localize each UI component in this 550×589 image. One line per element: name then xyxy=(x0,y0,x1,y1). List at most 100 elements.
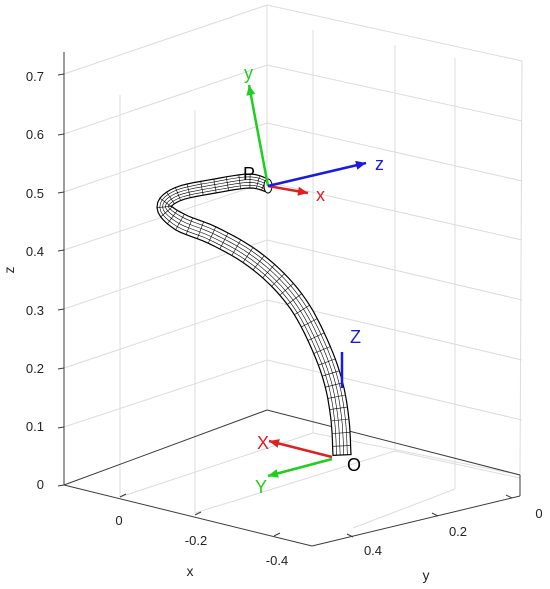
grid-line xyxy=(266,4,523,62)
z-tick-mark xyxy=(57,308,65,311)
tube-ring xyxy=(322,370,340,377)
tube-ring xyxy=(156,206,172,208)
z-tick-label: 0.5 xyxy=(26,186,44,201)
tip-y-arrow xyxy=(247,84,270,187)
tf-x-head xyxy=(297,186,308,196)
tube-ring xyxy=(252,255,265,271)
tube-mesh-line xyxy=(159,176,337,456)
tip-y-label: y xyxy=(244,63,253,83)
tube-ring xyxy=(231,239,242,256)
world-z-label: Z xyxy=(350,327,361,347)
tube-ring xyxy=(294,304,310,316)
x-tick-mark xyxy=(273,532,281,537)
tube-ring xyxy=(325,382,343,388)
grid-line xyxy=(63,122,268,193)
world-y-label: Y xyxy=(255,477,267,497)
tube-mesh-line xyxy=(165,182,345,455)
z-tick-mark xyxy=(57,426,65,429)
world-x-label: X xyxy=(257,433,269,453)
tube-ring xyxy=(159,197,172,207)
tf-z-head xyxy=(355,160,366,170)
tube-ring xyxy=(331,418,349,422)
axes-box xyxy=(57,52,521,547)
y-axis-label: y xyxy=(423,567,430,583)
axes-edge xyxy=(63,409,268,486)
x-tick-label: -0.4 xyxy=(266,553,288,568)
tube-ring xyxy=(185,217,193,235)
z-tick-mark xyxy=(57,367,65,370)
x-axis-label: x xyxy=(187,563,194,579)
z-tick-mark xyxy=(57,133,65,136)
tip-x-label: x xyxy=(316,185,325,205)
z-tick-mark xyxy=(57,191,65,194)
z-tick-label: 0.2 xyxy=(26,361,44,376)
axes-edge xyxy=(63,484,313,547)
world-frame: X Y Z O xyxy=(255,327,361,497)
y-tick-label: 0.2 xyxy=(449,524,467,539)
tube-ring xyxy=(313,346,331,354)
wf-x-head xyxy=(269,439,280,448)
z-tick-label: 0 xyxy=(37,477,44,492)
world-y-arrow xyxy=(267,457,333,478)
tube-ring xyxy=(175,187,181,201)
tip-z-arrow xyxy=(267,161,367,188)
world-x-arrow xyxy=(268,439,333,459)
z-tick-mark xyxy=(57,73,65,76)
tube-ring xyxy=(287,293,302,305)
tube-ring xyxy=(167,210,178,224)
continuum-robot-tube xyxy=(156,173,352,457)
tube-ring xyxy=(186,183,191,198)
tube-ring xyxy=(160,206,173,218)
grid-line xyxy=(63,64,268,135)
tube-ring xyxy=(307,332,325,341)
grid-lines xyxy=(63,4,523,529)
x-axis-ticks: 0 -0.2 -0.4 xyxy=(115,513,288,568)
z-axis-label: z xyxy=(1,267,17,274)
x-tick-label: 0 xyxy=(115,513,122,528)
tube-ring xyxy=(197,221,204,239)
grid-line xyxy=(63,4,268,75)
tip-point-label: P xyxy=(243,164,255,184)
tube-ring xyxy=(327,394,346,399)
grid-line xyxy=(63,359,268,428)
y-tick-mark xyxy=(346,533,354,538)
tube-ring xyxy=(301,318,318,328)
tube-ring xyxy=(318,358,336,366)
tube-ring xyxy=(213,179,217,193)
y-axis-ticks: 0.4 0.2 0 xyxy=(364,506,543,558)
tf-y-head xyxy=(246,85,256,96)
grid-line xyxy=(394,450,521,479)
tube-ring xyxy=(219,232,229,250)
tube-ring xyxy=(255,175,260,189)
tube-ring xyxy=(329,406,348,410)
y-tick-mark xyxy=(505,494,513,499)
tube-ring xyxy=(332,432,351,434)
z-tick-label: 0.7 xyxy=(26,69,44,84)
tip-frame: x y z P xyxy=(243,63,384,205)
z-tick-label: 0.1 xyxy=(26,419,44,434)
y-tick-label: 0.4 xyxy=(364,543,382,558)
x-tick-mark xyxy=(119,493,127,498)
tube-ring xyxy=(166,191,175,204)
grid-line xyxy=(519,60,523,476)
wf-y-head xyxy=(268,469,279,478)
x-tick-mark xyxy=(194,511,202,516)
tube-ring xyxy=(238,174,241,189)
z-tick-label: 0.6 xyxy=(26,127,44,142)
axes-edge xyxy=(266,409,521,476)
y-tick-label: 0 xyxy=(535,506,542,521)
tube-mesh-line xyxy=(162,179,341,456)
axes-edge xyxy=(311,495,521,547)
tube-mesh-line xyxy=(167,184,348,455)
grid-line xyxy=(119,432,314,498)
x-tick-label: -0.2 xyxy=(185,533,207,548)
origin-label: O xyxy=(347,455,361,475)
grid-line xyxy=(63,299,268,369)
tube-ring xyxy=(207,226,217,244)
z-tick-mark xyxy=(57,249,65,252)
tube-surface xyxy=(156,173,352,457)
tip-z-label: z xyxy=(375,154,384,174)
y-tick-mark xyxy=(431,512,439,517)
grid-line xyxy=(352,488,456,529)
